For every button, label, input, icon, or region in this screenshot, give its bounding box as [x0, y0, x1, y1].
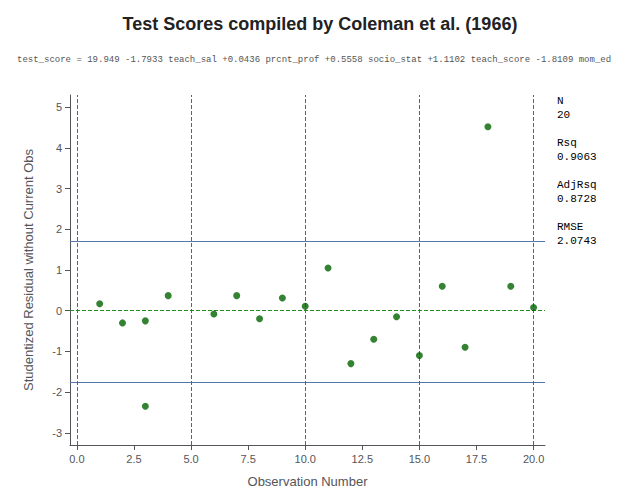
svg-text:-1: -1 [52, 345, 62, 357]
svg-text:4: 4 [56, 142, 62, 154]
svg-text:0: 0 [56, 305, 62, 317]
svg-text:5.0: 5.0 [183, 453, 198, 465]
svg-text:1: 1 [56, 264, 62, 276]
svg-text:-3: -3 [52, 427, 62, 439]
svg-text:0.9063: 0.9063 [557, 151, 597, 163]
svg-text:20: 20 [557, 109, 570, 121]
svg-text:2.0743: 2.0743 [557, 235, 597, 247]
svg-text:Studentized Residual without C: Studentized Residual without Current Obs [21, 148, 36, 391]
svg-text:7.5: 7.5 [240, 453, 255, 465]
svg-text:17.5: 17.5 [466, 453, 487, 465]
svg-text:test_score = 19.949 -1.7933 te: test_score = 19.949 -1.7933 teach_sal +0… [17, 55, 611, 65]
svg-text:N: N [557, 95, 564, 107]
svg-text:5: 5 [56, 101, 62, 113]
svg-text:0.8728: 0.8728 [557, 193, 597, 205]
svg-text:2: 2 [56, 223, 62, 235]
svg-text:Test Scores compiled by Colema: Test Scores compiled by Coleman et al. (… [123, 14, 518, 34]
svg-text:15.0: 15.0 [409, 453, 430, 465]
svg-text:AdjRsq: AdjRsq [557, 179, 597, 191]
svg-text:10.0: 10.0 [295, 453, 316, 465]
svg-text:Rsq: Rsq [557, 137, 577, 149]
svg-text:3: 3 [56, 183, 62, 195]
svg-text:2.5: 2.5 [126, 453, 141, 465]
svg-text:0.0: 0.0 [69, 453, 84, 465]
svg-text:RMSE: RMSE [557, 221, 584, 233]
svg-text:Observation Number: Observation Number [248, 474, 369, 489]
svg-text:-2: -2 [52, 386, 62, 398]
svg-text:12.5: 12.5 [352, 453, 373, 465]
svg-text:20.0: 20.0 [523, 453, 544, 465]
